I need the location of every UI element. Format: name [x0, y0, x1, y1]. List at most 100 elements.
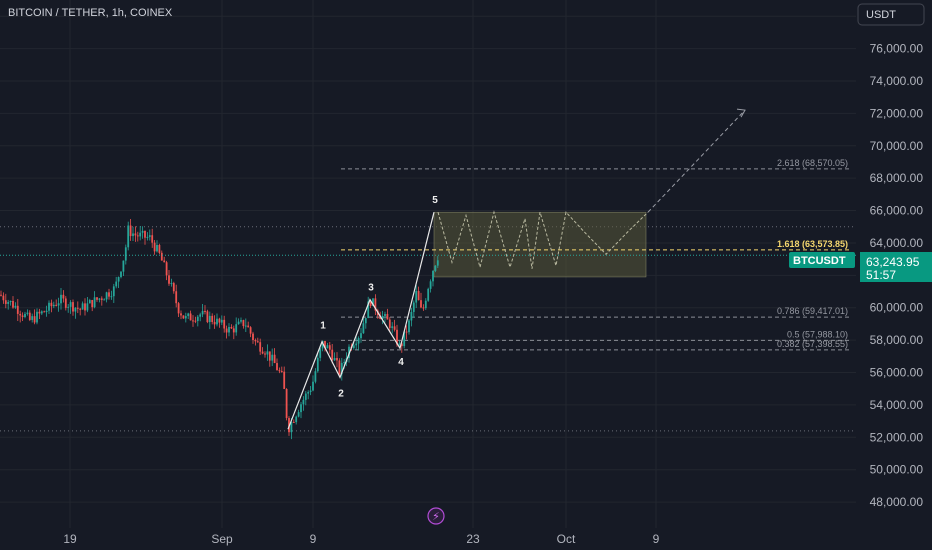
candle-body — [146, 236, 149, 238]
wave-label-1: 1 — [320, 321, 326, 332]
candle-body — [319, 348, 322, 358]
y-tick-label: 64,000.00 — [870, 236, 924, 250]
candle-body — [9, 300, 12, 302]
candle-body — [141, 230, 144, 233]
y-tick-label: 60,000.00 — [870, 301, 924, 315]
candle-body — [393, 326, 396, 330]
zigzag-projection — [437, 108, 746, 270]
candle-body — [48, 302, 50, 311]
candle-body — [184, 316, 187, 319]
candle-body — [4, 300, 7, 304]
candle-body — [172, 283, 175, 292]
currency-label: USDT — [866, 9, 896, 21]
candle-body — [304, 393, 307, 400]
candle-body — [189, 313, 192, 321]
candle-body — [405, 331, 408, 333]
candle-body — [55, 304, 58, 306]
candle-body — [69, 302, 72, 307]
ticker-label: BTCUSDT — [793, 255, 846, 267]
last-price-tag: BTCUSDT 63,243.95 51:57 — [789, 252, 932, 282]
candle-body — [127, 225, 130, 248]
candle-body — [187, 313, 190, 317]
x-tick-label: Oct — [557, 532, 576, 546]
candle-body — [91, 300, 94, 308]
candle-body — [280, 370, 283, 372]
candle-body — [117, 277, 120, 282]
candle-body — [206, 311, 209, 323]
ticker-badge — [789, 252, 855, 268]
y-tick-label: 68,000.00 — [870, 171, 924, 185]
candle-body — [201, 310, 204, 315]
candle-body — [302, 399, 305, 405]
candle-body — [244, 325, 247, 327]
candle-body — [218, 318, 221, 323]
y-tick-label: 58,000.00 — [870, 333, 924, 347]
candle-body — [391, 326, 394, 328]
y-tick-label: 74,000.00 — [870, 74, 924, 88]
y-tick-label: 48,000.00 — [870, 495, 924, 509]
candle-body — [196, 316, 199, 322]
candle-body — [240, 320, 242, 322]
candle-body — [268, 351, 271, 361]
candle-body — [24, 313, 26, 318]
candle-body — [0, 294, 2, 296]
candle-body — [194, 320, 197, 322]
candle-body — [398, 343, 401, 345]
candle-body — [223, 319, 226, 329]
y-tick-label: 70,000.00 — [870, 139, 924, 153]
candle-body — [290, 421, 293, 433]
candle-body — [266, 351, 269, 355]
candle-body — [285, 388, 288, 419]
candle-body — [165, 262, 168, 276]
fib-label-0.382: 0.382 (57,398.55) — [777, 339, 848, 349]
candle-body — [276, 363, 278, 371]
currency-button[interactable]: USDT — [857, 3, 925, 26]
price-badge — [860, 252, 932, 282]
candle-body — [64, 298, 67, 308]
candle-body — [384, 313, 386, 317]
candle-body — [261, 351, 264, 354]
y-tick-label: 52,000.00 — [870, 430, 924, 444]
x-tick-label: 23 — [466, 532, 480, 546]
candle-body — [19, 313, 22, 316]
candle-body — [74, 307, 77, 312]
wave-label-2: 2 — [338, 388, 344, 399]
candle-body — [100, 298, 103, 300]
candle-body — [333, 357, 336, 361]
candle-body — [362, 323, 365, 334]
candle-body — [28, 312, 31, 320]
elliott-wave-line[interactable] — [287, 212, 435, 430]
candle-body — [259, 342, 262, 352]
candle-body — [134, 233, 137, 236]
candle-body — [273, 354, 276, 364]
candle-body — [216, 318, 218, 325]
candle-body — [211, 315, 214, 323]
candle-body — [160, 252, 163, 261]
candle-body — [307, 392, 310, 394]
fib-label-0.5: 0.5 (57,988.10) — [787, 329, 848, 339]
candle-body — [7, 301, 10, 304]
candle-body — [271, 354, 274, 361]
candle-body — [338, 360, 341, 375]
candle-body — [86, 303, 89, 311]
projection-line[interactable] — [647, 109, 746, 213]
candle-body — [242, 320, 245, 327]
target-range-box[interactable] — [433, 211, 647, 278]
candle-body — [213, 322, 216, 325]
event-icon[interactable]: ⚡ — [427, 507, 445, 525]
candle-body — [309, 390, 312, 393]
candle-body — [62, 294, 65, 299]
grid — [0, 0, 856, 528]
candle-body — [43, 311, 46, 313]
candle-body — [124, 247, 127, 261]
candle-body — [14, 305, 17, 308]
candle-body — [72, 302, 74, 312]
fib-label-2.618: 2.618 (68,570.05) — [777, 158, 848, 168]
candle-body — [420, 300, 422, 308]
candle-body — [2, 295, 5, 301]
price-axis: 48,000.00 50,000.00 52,000.00 54,000.00 56,0… — [870, 9, 924, 509]
candle-body — [326, 345, 329, 349]
candle-body — [295, 416, 298, 423]
candle-body — [31, 316, 34, 320]
